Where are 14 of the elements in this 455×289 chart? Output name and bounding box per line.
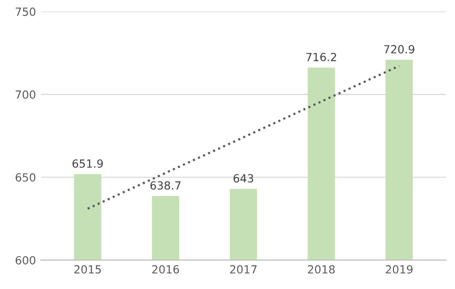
x-tick-label: 2019: [386, 265, 413, 274]
y-tick-label: 600: [16, 256, 36, 264]
data-label: 651.9: [72, 159, 103, 168]
y-tick-label: 700: [16, 90, 36, 99]
x-tick-label: 2015: [74, 265, 101, 274]
y-tick-label: 650: [16, 173, 36, 182]
x-tick-label: 2018: [308, 265, 335, 274]
data-label: 643: [234, 174, 254, 183]
x-tick-label: 2017: [230, 265, 257, 274]
x-tick-label: 2016: [152, 265, 179, 274]
data-label: 638.7: [150, 181, 181, 190]
y-tick-label: 750: [16, 8, 36, 16]
data-label: 716.2: [306, 52, 336, 62]
data-label: 720.9: [384, 45, 414, 54]
